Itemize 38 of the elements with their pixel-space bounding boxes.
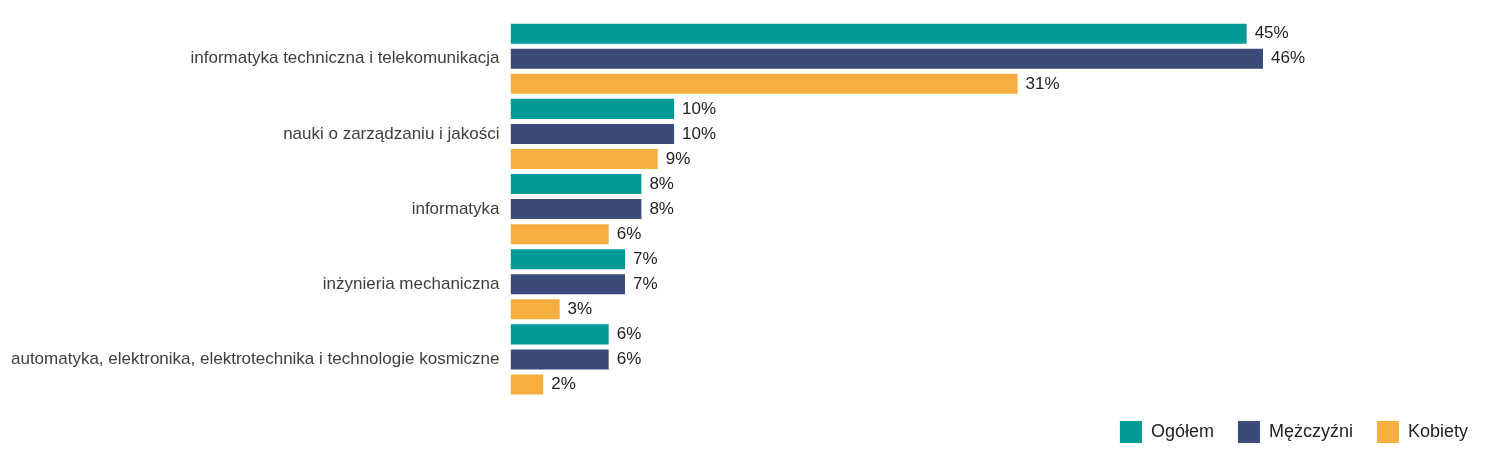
data-label: 7%	[633, 273, 658, 293]
bar	[510, 98, 675, 119]
data-label: 10%	[682, 98, 717, 118]
bar	[510, 374, 544, 395]
data-label: 8%	[649, 198, 674, 218]
data-label: 10%	[682, 123, 717, 143]
bar	[510, 199, 642, 220]
data-label: 9%	[665, 148, 691, 168]
bar	[510, 324, 609, 345]
data-label: 2%	[551, 374, 576, 394]
bar	[510, 299, 560, 320]
data-label: 6%	[616, 223, 642, 243]
data-label: 3%	[567, 299, 593, 318]
legend-label: Ogółem	[1150, 420, 1214, 441]
bar	[510, 249, 626, 270]
y-tick-label: informatyka	[411, 198, 501, 218]
data-label: 46%	[1270, 48, 1306, 68]
y-tick-label: inżynieria mechaniczna	[322, 273, 501, 293]
data-label: 45%	[1254, 23, 1289, 43]
data-label: 7%	[633, 248, 658, 268]
bar	[510, 48, 1263, 69]
bar	[510, 23, 1247, 44]
data-label: 31%	[1025, 73, 1060, 93]
data-label: 6%	[616, 324, 642, 344]
bar	[510, 274, 626, 295]
data-label: 6%	[616, 349, 642, 369]
bar	[510, 148, 658, 170]
y-tick-label: informatyka techniczna i telekomunikacja	[190, 48, 501, 68]
bar	[510, 224, 609, 245]
bar	[510, 73, 1018, 94]
data-label: 8%	[649, 173, 674, 193]
legend-label: Kobiety	[1407, 420, 1469, 441]
y-tick-label: nauki o zarządzaniu i jakości	[283, 123, 500, 143]
y-tick-label: automatyka, elektronika, elektrotechnika i technologie kosmiczne	[10, 349, 500, 369]
bar	[510, 174, 642, 195]
bar	[510, 349, 609, 370]
legend-label: Mężczyźni	[1268, 420, 1353, 441]
bar	[510, 123, 675, 144]
